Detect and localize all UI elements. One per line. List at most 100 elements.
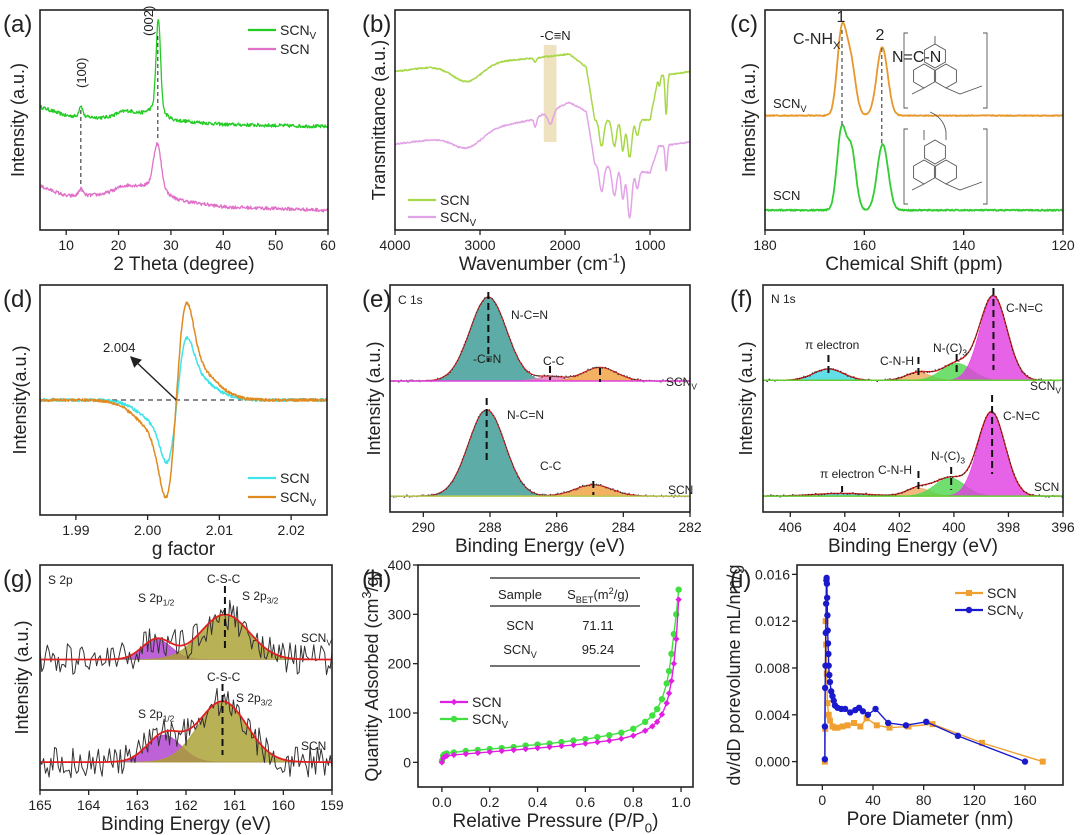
- x-tick-label: 290: [412, 519, 436, 535]
- ring-shape: [935, 63, 957, 89]
- data-point: [823, 594, 831, 601]
- y-axis-title: Intensity (a.u.): [739, 63, 759, 177]
- y-axis-title: dv/dD porevolume mL/nm/g: [724, 564, 744, 785]
- y-axis-title: Intensity (a.u.): [12, 620, 32, 734]
- data-point: [923, 718, 930, 726]
- series-scn: [765, 123, 1063, 212]
- x-axis-title: Chemical Shift (ppm): [825, 254, 1002, 275]
- x-tick-label: 1.0: [671, 794, 691, 810]
- series-scn-v-raw: [763, 294, 1063, 383]
- x-tick-label: 163: [126, 797, 150, 813]
- x-tick-label: 0.6: [576, 794, 596, 810]
- data-point: [594, 733, 601, 741]
- y-tick-label: 400: [388, 557, 412, 573]
- data-point: [673, 635, 680, 643]
- x-tick-label: 162: [174, 797, 198, 813]
- x-tick-label: 286: [545, 519, 569, 535]
- legend-label: SCN: [472, 694, 502, 710]
- legend-marker: [450, 715, 458, 723]
- panel-e: 290 288 286 284 282 Binding Energy (eV) Intens…: [362, 284, 702, 557]
- data-point: [474, 749, 481, 757]
- annotation-label: C-C: [540, 459, 562, 473]
- y-tick-label: 0.000: [755, 754, 790, 770]
- annotation-label: 2: [876, 27, 885, 44]
- panel-d: 1.99 2.00 2.01 2.02 g factor Intensity(a.u.) (…: [3, 284, 328, 560]
- y-axis-title: Intensity (a.u.): [8, 63, 28, 177]
- series-scn-line: [824, 621, 1043, 763]
- series-scn-envelope: [763, 411, 1063, 497]
- panel-label: (g): [3, 566, 32, 593]
- plot-area: [40, 599, 332, 779]
- legend-marker: [966, 590, 972, 596]
- data-point: [872, 705, 879, 713]
- table-cell: 71.11: [582, 618, 614, 633]
- data-point: [641, 727, 649, 734]
- data-point: [546, 740, 553, 747]
- legend-item: SCN: [440, 694, 502, 710]
- data-point: [825, 650, 832, 658]
- legend-item: SCN: [248, 470, 310, 486]
- data-point: [582, 740, 589, 747]
- x-tick-label: 50: [268, 237, 284, 253]
- ring-shape: [924, 139, 946, 165]
- x-tick-label: 282: [678, 519, 702, 535]
- data-point: [863, 715, 870, 722]
- x-tick-label: 120: [963, 792, 987, 808]
- arrow-to-g-value: [129, 356, 177, 401]
- x-tick-label: 284: [612, 519, 636, 535]
- data-point: [825, 662, 832, 669]
- x-tick-label: 398: [997, 519, 1021, 535]
- legend-item: SCN: [248, 41, 310, 57]
- y-tick-label: 0.004: [755, 707, 790, 723]
- legend-item: SCNV: [408, 209, 477, 229]
- data-point: [462, 750, 470, 758]
- legend-label: SCN: [987, 585, 1017, 601]
- annotation-label: (002): [141, 6, 156, 36]
- x-tick-label: 0.0: [432, 794, 452, 810]
- data-point: [834, 724, 841, 731]
- series-scn-v-raw: [40, 599, 332, 676]
- panel-label: (h): [362, 566, 391, 593]
- data-point: [522, 742, 529, 749]
- data-point: [826, 671, 833, 679]
- data-point: [839, 723, 846, 730]
- x-tick-label: 4000: [379, 237, 410, 253]
- series-scn-line: [441, 599, 680, 763]
- legend-item: SCNV: [248, 489, 317, 509]
- table-header: Sample: [498, 587, 542, 602]
- plot-frame: [394, 9, 691, 231]
- legend-marker: [965, 606, 973, 614]
- y-tick-label: 0: [403, 754, 411, 770]
- data-point: [826, 678, 834, 686]
- data-point: [824, 612, 831, 619]
- x-tick-label: 406: [779, 519, 803, 535]
- x-tick-label: 10: [58, 237, 74, 253]
- table-cell: SCNV: [503, 642, 537, 660]
- data-point: [668, 650, 675, 657]
- x-tick-label: 40: [865, 792, 881, 808]
- ring-shape: [924, 43, 946, 69]
- legend-item: SCN: [955, 585, 1017, 601]
- annotation-label: 2.004: [103, 340, 136, 355]
- series-scn-v--line: [441, 589, 680, 762]
- panel-a: 10 20 30 40 50 60 2 Theta (degree) Intensity (a…: [3, 6, 336, 275]
- y-axis-title: Intensity(a.u.): [10, 345, 30, 454]
- x-axis-title: Binding Energy (eV): [455, 536, 625, 557]
- x-tick-label: 396: [1051, 519, 1075, 535]
- data-point: [822, 600, 830, 607]
- data-point: [824, 640, 832, 647]
- data-point: [1021, 758, 1029, 765]
- panel-label: (d): [3, 286, 32, 313]
- data-point: [665, 690, 673, 697]
- panel-label: (f): [730, 286, 753, 313]
- data-point: [653, 705, 661, 713]
- legend-item: SCN: [408, 192, 470, 208]
- x-tick-label: 165: [28, 797, 52, 813]
- x-tick-label: 0.2: [480, 794, 500, 810]
- annotation-label: N-C=N: [507, 408, 544, 422]
- y-axis-title: Transmittance (a.u.): [369, 40, 389, 200]
- data-point: [675, 596, 682, 603]
- legend-item: SCNV: [440, 711, 509, 731]
- annotation-label: SCNV: [666, 375, 697, 392]
